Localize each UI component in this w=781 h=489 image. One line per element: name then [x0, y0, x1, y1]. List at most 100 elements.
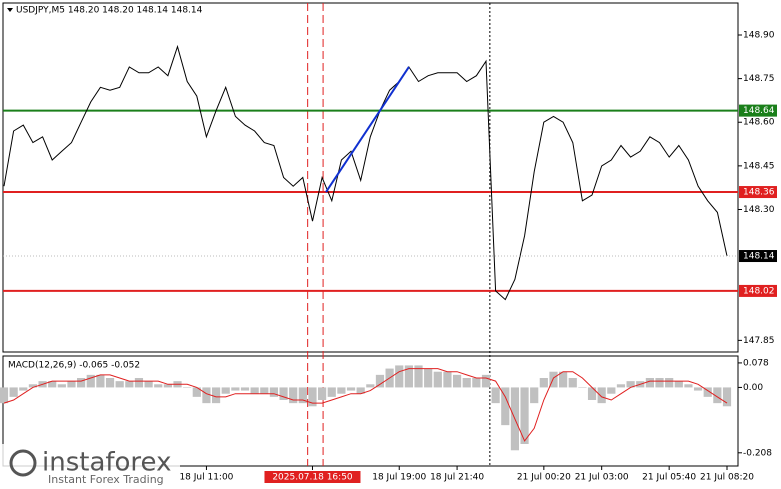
- histogram-bar: [327, 387, 336, 397]
- histogram-bar: [250, 387, 259, 394]
- histogram-bar: [404, 365, 413, 388]
- level-label: 148.02: [743, 286, 775, 296]
- chart-title: USDJPY,M5 148.20 148.20 148.14 148.14: [16, 6, 203, 16]
- histogram-bar: [115, 381, 124, 388]
- histogram-bar: [0, 387, 9, 404]
- histogram-bar: [202, 387, 211, 404]
- histogram-bar: [279, 387, 288, 400]
- histogram-bar: [183, 387, 192, 388]
- histogram-bar: [105, 378, 115, 388]
- histogram-bar: [86, 374, 95, 388]
- y-tick-label: 0.00: [743, 383, 763, 393]
- histogram-bar: [260, 387, 269, 394]
- line-series: [3, 44, 728, 301]
- histogram-bar: [298, 387, 307, 404]
- histogram-bar: [395, 365, 404, 388]
- histogram-bar: [568, 378, 577, 388]
- histogram-bar: [96, 374, 105, 388]
- histogram-bar: [703, 387, 712, 397]
- histogram-bar: [597, 387, 606, 404]
- y-tick-label: 148.90: [743, 30, 775, 40]
- histogram-bar: [559, 371, 568, 388]
- histogram-bar: [472, 378, 481, 388]
- trend-line: [325, 66, 410, 193]
- histogram-bar: [530, 387, 539, 404]
- histogram-bar: [28, 384, 38, 388]
- histogram-bar: [19, 387, 28, 391]
- histogram-bar: [433, 371, 442, 388]
- histogram-bar: [452, 374, 462, 388]
- histogram-bar: [491, 387, 500, 404]
- y-tick-label: 147.85: [743, 336, 775, 346]
- histogram-bar: [318, 387, 327, 400]
- x-tick-label: 18 Jul 19:00: [372, 473, 426, 483]
- histogram-bar: [414, 365, 423, 388]
- y-tick-label: 148.75: [743, 74, 775, 84]
- histogram-bar: [684, 384, 693, 388]
- histogram-bar: [57, 384, 66, 388]
- histogram-bar: [665, 378, 674, 388]
- histogram-bar: [125, 381, 134, 388]
- histogram-bar: [356, 387, 365, 394]
- histogram-bar: [48, 381, 57, 388]
- histogram-bar: [693, 387, 703, 391]
- histogram-bar: [366, 384, 375, 388]
- histogram-bar: [221, 387, 230, 394]
- histogram-bar: [240, 387, 250, 391]
- x-tick-label: 18 Jul 21:40: [430, 473, 484, 483]
- x-tick-label: 18 Jul 11:00: [179, 473, 233, 483]
- histogram-bar: [481, 374, 491, 388]
- level-label-bg: [739, 186, 777, 199]
- x-tick-label: 21 Jul 03:00: [575, 473, 629, 483]
- histogram-bar: [626, 381, 635, 388]
- x-tick-highlight: [264, 471, 361, 483]
- histogram-bar: [578, 387, 587, 388]
- menu-arrow: [7, 8, 13, 12]
- histogram-bar: [539, 378, 548, 388]
- level-label-bg: [739, 284, 777, 297]
- line-series: [3, 368, 728, 442]
- histogram-bar: [549, 371, 558, 388]
- x-tick-label: 21 Jul 08:20: [700, 473, 754, 483]
- y-tick-label: 148.30: [743, 205, 775, 215]
- watermark-logo: [9, 449, 37, 477]
- histogram-bar: [134, 378, 144, 388]
- last-price-label: 148.14: [743, 252, 775, 262]
- histogram-bar: [443, 371, 452, 388]
- histogram-bar: [722, 387, 732, 407]
- last-price-bg: [739, 250, 777, 263]
- histogram-bar: [375, 374, 385, 388]
- histogram-bar: [308, 387, 317, 407]
- histogram-bar: [192, 387, 201, 397]
- histogram-bar: [231, 387, 240, 391]
- y-tick-label: 0.078: [743, 358, 769, 368]
- watermark: instaforex Instant Forex Trading: [0, 444, 180, 489]
- histogram-bar: [713, 387, 722, 404]
- histogram-bar: [607, 387, 616, 394]
- watermark-tagline: Instant Forex Trading: [48, 473, 164, 486]
- histogram-bar: [154, 384, 163, 388]
- histogram-bar: [424, 368, 433, 388]
- level-label: 148.36: [743, 188, 775, 198]
- level-label: 148.64: [743, 106, 775, 116]
- histogram-bar: [9, 387, 18, 397]
- x-tick-label: 21 Jul 05:40: [642, 473, 696, 483]
- macd-title: MACD(12,26,9) -0.065 -0.052: [8, 361, 140, 371]
- histogram-bar: [67, 381, 76, 388]
- histogram-bar: [269, 387, 279, 397]
- histogram-bar: [211, 387, 221, 404]
- x-tick-label: 2025.07.18 16:50: [272, 473, 353, 483]
- histogram-bar: [337, 387, 346, 394]
- histogram-bar: [144, 381, 153, 388]
- histogram-bar: [501, 387, 510, 426]
- histogram-bar: [655, 378, 664, 388]
- histogram-bar: [587, 387, 597, 400]
- x-tick-label: 21 Jul 00:20: [517, 473, 571, 483]
- y-tick-label: 148.45: [743, 161, 775, 171]
- histogram-bar: [289, 387, 298, 404]
- histogram-bar: [645, 378, 654, 388]
- histogram-bar: [163, 384, 172, 388]
- histogram-bar: [77, 378, 86, 388]
